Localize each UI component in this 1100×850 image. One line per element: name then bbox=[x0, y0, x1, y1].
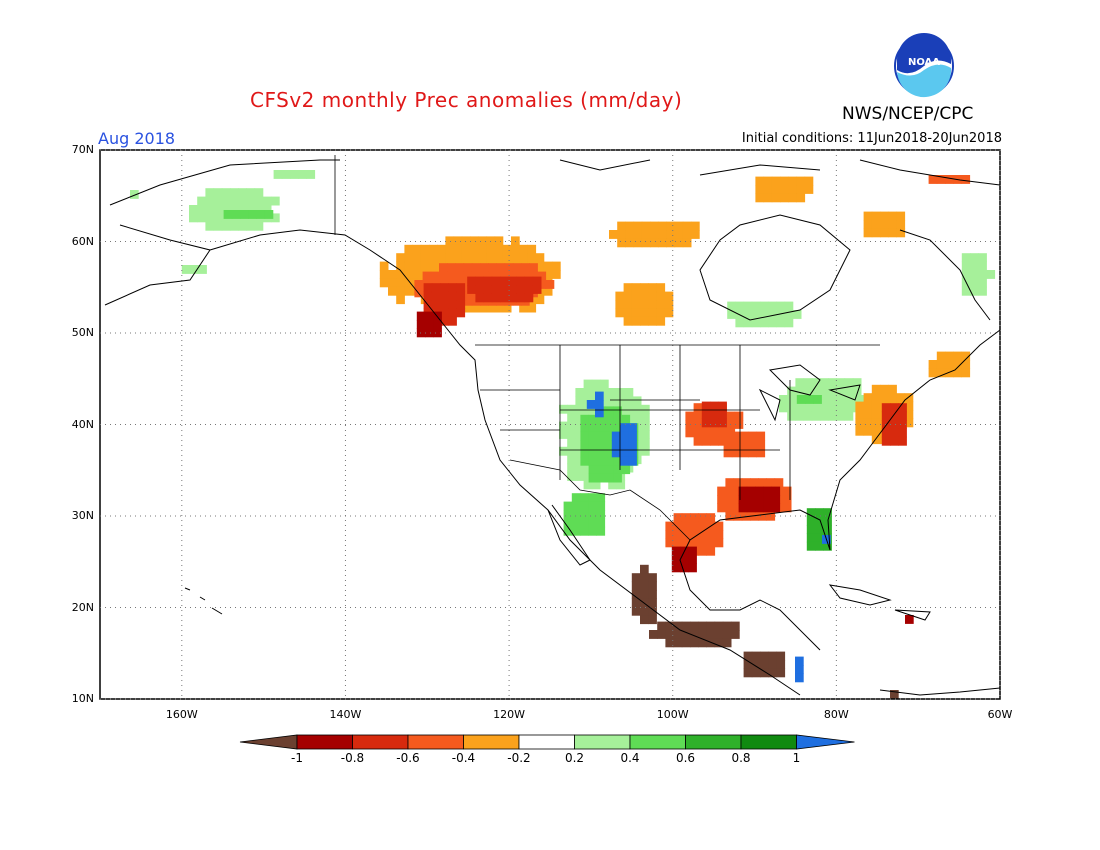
colorbar-swatch bbox=[352, 734, 409, 750]
lat-label: 40N bbox=[71, 417, 94, 431]
colorbar-tick-label: -1 bbox=[291, 751, 303, 765]
lat-label: 50N bbox=[71, 326, 94, 339]
alaska-south bbox=[181, 265, 207, 274]
colorbar-swatch bbox=[518, 734, 575, 750]
colorbar-swatch bbox=[685, 734, 742, 750]
chart-title: CFSv2 monthly Prec anomalies (mm/day) bbox=[250, 88, 683, 112]
agency-label: NWS/NCEP/CPC bbox=[842, 104, 974, 124]
lon-label: 100W bbox=[656, 708, 689, 721]
alaska-north bbox=[273, 170, 316, 179]
colorbar-min-arrow bbox=[239, 734, 298, 750]
florida-wet bbox=[806, 508, 832, 551]
caribbean-dry bbox=[905, 615, 914, 624]
colorbar-tick-label: -0.6 bbox=[396, 751, 420, 765]
colorbar-swatch bbox=[740, 734, 797, 750]
colorado-very-wet bbox=[586, 391, 604, 418]
labrador-dry bbox=[928, 175, 971, 184]
michigan-wet bbox=[796, 395, 822, 404]
maritimes-dry bbox=[928, 351, 971, 378]
plains-dry-core bbox=[701, 401, 727, 428]
initial-conditions: Initial conditions: 11Jun2018-20Jun2018 bbox=[741, 131, 1002, 146]
lat-label: 60N bbox=[71, 234, 94, 248]
colorbar-swatch bbox=[463, 734, 520, 750]
colorbar-max-arrow bbox=[796, 734, 855, 750]
ontario-wet bbox=[727, 301, 802, 328]
colorbar bbox=[239, 734, 855, 750]
colorbar-tick-label: -0.4 bbox=[451, 751, 476, 765]
labrador-wet bbox=[961, 253, 996, 296]
colorbar-tick-label: 0.6 bbox=[675, 751, 696, 765]
coastlines bbox=[104, 159, 1001, 696]
colorbar-tick-label: -0.8 bbox=[340, 751, 365, 765]
hudson-dry bbox=[755, 176, 814, 203]
canada-west-drier-2 bbox=[467, 276, 542, 303]
colorbar-tick-label: 0.4 bbox=[620, 751, 640, 765]
south-mexico-very-dry bbox=[649, 621, 740, 648]
bc-coast-core bbox=[416, 311, 442, 338]
lon-label: 140W bbox=[329, 708, 362, 721]
manitoba-dry bbox=[615, 283, 674, 326]
colorbar-swatch bbox=[296, 734, 353, 750]
nwt-dry bbox=[609, 221, 700, 248]
quebec-dry bbox=[863, 211, 906, 238]
lon-label: 80W bbox=[823, 708, 849, 721]
alaska-west bbox=[130, 190, 139, 199]
colorbar-tick-label: -0.2 bbox=[507, 751, 531, 765]
alaska-wet-core bbox=[223, 210, 274, 219]
colorbar-swatch bbox=[574, 734, 631, 750]
lon-label: 60W bbox=[987, 708, 1013, 721]
lon-label: 160W bbox=[165, 708, 198, 721]
lat-label: 10N bbox=[71, 692, 94, 705]
lat-label: 70N bbox=[71, 143, 94, 156]
forecast-month: Aug 2018 bbox=[98, 129, 176, 148]
colorbar-swatch bbox=[407, 734, 464, 750]
central-america-very-wet bbox=[795, 656, 804, 683]
mexico-nw-wet bbox=[563, 493, 606, 536]
colorbar-tick-label: 0.2 bbox=[564, 751, 585, 765]
lat-label: 20N bbox=[71, 600, 94, 614]
central-america-very-dry bbox=[743, 651, 786, 678]
political-borders bbox=[334, 155, 880, 541]
colorbar-tick-label: 1 bbox=[792, 751, 801, 765]
colorbar-swatch bbox=[629, 734, 686, 750]
anomaly-cells bbox=[130, 170, 996, 699]
alaska-wet bbox=[189, 188, 280, 231]
missouri-dry bbox=[723, 431, 766, 458]
new-mexico-very-wet bbox=[611, 423, 637, 466]
south-america-dry bbox=[890, 690, 899, 699]
colorbar-tick-label: 0.8 bbox=[731, 751, 751, 765]
mexico-very-dry bbox=[631, 564, 657, 625]
lat-label: 30N bbox=[71, 509, 94, 522]
lon-label: 120W bbox=[493, 708, 526, 721]
gulf-dry-core bbox=[738, 486, 781, 513]
